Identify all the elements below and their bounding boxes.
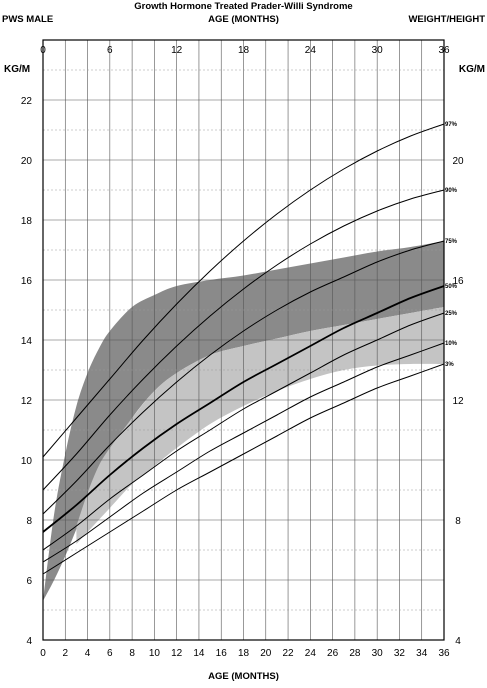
series-line-25pct (42, 312, 445, 551)
bottom-tick-label: 6 (107, 648, 113, 659)
series-label-97pct: 97% (445, 122, 458, 128)
left-tick-label: 12 (21, 396, 33, 407)
series-line-50pct (42, 285, 445, 533)
top-tick-label: 18 (238, 45, 250, 56)
series-line-90pct (42, 189, 445, 491)
series-label-10pct: 10% (445, 341, 458, 347)
bottom-tick-label: 34 (416, 648, 428, 659)
bottom-tick-label: 20 (260, 648, 272, 659)
bottom-tick-label: 28 (349, 648, 361, 659)
series-label-90pct: 90% (445, 188, 458, 194)
left-tick-label: 18 (21, 216, 33, 227)
weight-height-label: WEIGHT/HEIGHT (408, 14, 485, 25)
top-tick-label: 30 (372, 45, 384, 56)
top-tick-label: 6 (107, 45, 113, 56)
right-unit-label: KG/M (459, 64, 485, 75)
left-tick-label: 16 (21, 276, 33, 287)
series-label-25pct: 25% (445, 311, 458, 317)
bottom-tick-label: 2 (62, 648, 68, 659)
left-tick-label: 14 (21, 336, 33, 347)
bottom-tick-label: 14 (193, 648, 205, 659)
top-tick-label: 36 (438, 45, 450, 56)
percentile-bands (43, 241, 445, 601)
bottom-tick-label: 8 (129, 648, 135, 659)
left-tick-label: 20 (21, 156, 33, 167)
bottom-tick-label: 4 (85, 648, 91, 659)
axis-ticks: 0 6 12 18 24 30 360 2 4 6 8 10 12 14 16 18 20 22 24 26 28 30 3… (21, 45, 464, 659)
shaded-band-2 (76, 307, 445, 544)
bottom-tick-label: 12 (171, 648, 183, 659)
series-line-97pct (42, 123, 445, 458)
left-tick-label: 10 (21, 456, 33, 467)
chart-grid (42, 39, 445, 641)
pws-male-label: PWS MALE (2, 14, 54, 25)
bottom-tick-label: 16 (216, 648, 228, 659)
series-label-75pct: 75% (445, 239, 458, 245)
right-tick-label: 8 (455, 516, 461, 527)
right-tick-label: 12 (452, 396, 464, 407)
left-tick-label: 8 (26, 516, 32, 527)
bottom-tick-label: 32 (394, 648, 406, 659)
bottom-tick-label: 22 (282, 648, 294, 659)
left-tick-label: 4 (26, 636, 32, 647)
series-line-3pct (42, 363, 445, 575)
series-line-75pct (42, 240, 445, 515)
left-tick-label: 22 (21, 96, 33, 107)
chart-labels: 97% 90% 75% 50% 25% 10% 3% (445, 122, 458, 368)
bottom-axis-title: AGE (MONTHS) (208, 671, 279, 682)
bottom-tick-label: 18 (238, 648, 250, 659)
left-tick-label: 6 (26, 576, 32, 587)
series-label-3pct: 3% (445, 362, 454, 368)
series-label-50pct: 50% (445, 284, 458, 290)
bottom-tick-label: 0 (40, 648, 46, 659)
percentile-lines (42, 123, 445, 575)
bottom-tick-label: 10 (149, 648, 161, 659)
top-tick-label: 24 (305, 45, 317, 56)
bottom-tick-label: 26 (327, 648, 339, 659)
bottom-tick-label: 30 (372, 648, 384, 659)
plot-frame (42, 39, 445, 641)
right-tick-label: 20 (452, 156, 464, 167)
top-tick-label: 12 (171, 45, 183, 56)
chart-title: Growth Hormone Treated Prader-Willi Synd… (134, 1, 353, 12)
right-tick-label: 16 (452, 276, 464, 287)
top-axis-title: AGE (MONTHS) (208, 14, 279, 25)
series-line-10pct (42, 342, 445, 563)
right-tick-label: 4 (455, 636, 461, 647)
top-tick-label: 0 (40, 45, 46, 56)
bottom-tick-label: 24 (305, 648, 317, 659)
left-unit-label: KG/M (4, 64, 30, 75)
bottom-tick-label: 36 (438, 648, 450, 659)
shaded-band-1 (43, 241, 444, 601)
